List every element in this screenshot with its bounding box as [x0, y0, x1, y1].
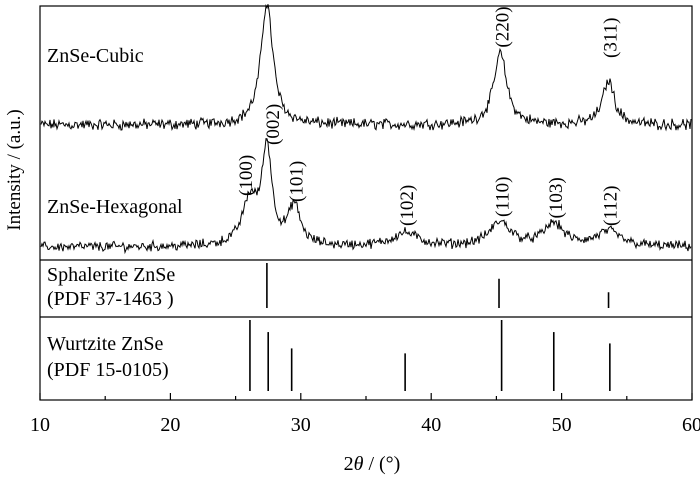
x-axis-label: 2θ / (°): [344, 453, 401, 475]
peak-label: (100): [236, 155, 257, 196]
x-tick-label: 50: [552, 414, 572, 436]
x-tick-label: 20: [160, 414, 180, 436]
reference-name: Wurtzite ZnSe: [47, 333, 164, 355]
peak-label: (002): [263, 104, 284, 145]
series-name: ZnSe-Cubic: [47, 45, 144, 67]
peak-label: (101): [286, 161, 307, 202]
peak-label: (102): [397, 185, 418, 226]
reference-sticks: [249, 263, 611, 391]
reference-pdf: (PDF 15-0105): [47, 359, 169, 381]
series-name: ZnSe-Hexagonal: [47, 196, 183, 218]
xrd-trace-2: [40, 138, 692, 255]
x-tick-label: 10: [30, 414, 50, 436]
x-tick-label: 30: [291, 414, 311, 436]
reference-pdf: (PDF 37-1463 ): [47, 288, 174, 310]
peak-label: (112): [601, 186, 622, 226]
x-axis-label-suffix: / (°): [363, 453, 400, 475]
x-axis-label-theta: θ: [354, 453, 364, 475]
peak-label: (110): [492, 177, 513, 217]
x-tick-label: 40: [421, 414, 441, 436]
x-axis: 10 20 30 40 50 60: [30, 393, 700, 436]
x-tick-label: 60: [682, 414, 700, 436]
text-labels: ZnSe-Cubic(111)(220)(311)ZnSe-Hexagonal(…: [47, 6, 622, 381]
peak-label: (220): [492, 6, 513, 47]
x-axis-label-prefix: 2: [344, 453, 354, 475]
peak-label: (311): [601, 18, 622, 58]
reference-name: Sphalerite ZnSe: [47, 264, 175, 286]
peak-label: (103): [546, 177, 567, 218]
xrd-traces: [40, 3, 692, 255]
xrd-trace-1: [40, 3, 692, 132]
y-axis-label: Intensity / (a.u.): [4, 109, 25, 230]
